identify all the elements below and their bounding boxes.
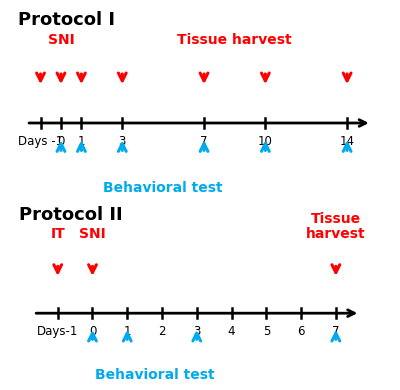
Text: Days -1: Days -1: [18, 135, 63, 148]
Text: SNI: SNI: [48, 34, 74, 48]
Text: Days-1: Days-1: [37, 325, 78, 338]
Text: Behavioral test: Behavioral test: [103, 181, 223, 195]
Text: IT: IT: [50, 227, 65, 241]
Text: 10: 10: [258, 135, 273, 148]
Text: Behavioral test: Behavioral test: [95, 369, 215, 383]
Text: 3: 3: [193, 325, 200, 338]
Text: 4: 4: [228, 325, 235, 338]
Text: 0: 0: [89, 325, 96, 338]
Text: 3: 3: [118, 135, 126, 148]
Text: 7: 7: [200, 135, 208, 148]
Text: 6: 6: [297, 325, 305, 338]
Text: 14: 14: [340, 135, 355, 148]
Text: 2: 2: [158, 325, 166, 338]
Text: 1: 1: [124, 325, 131, 338]
Text: Protocol I: Protocol I: [18, 11, 115, 29]
Text: 1: 1: [78, 135, 85, 148]
Text: Protocol II: Protocol II: [20, 206, 123, 224]
Text: 5: 5: [263, 325, 270, 338]
Text: Tissue harvest: Tissue harvest: [177, 34, 292, 48]
Text: 7: 7: [332, 325, 340, 338]
Text: SNI: SNI: [79, 227, 106, 241]
Text: Tissue
harvest: Tissue harvest: [306, 212, 366, 241]
Text: 0: 0: [57, 135, 65, 148]
